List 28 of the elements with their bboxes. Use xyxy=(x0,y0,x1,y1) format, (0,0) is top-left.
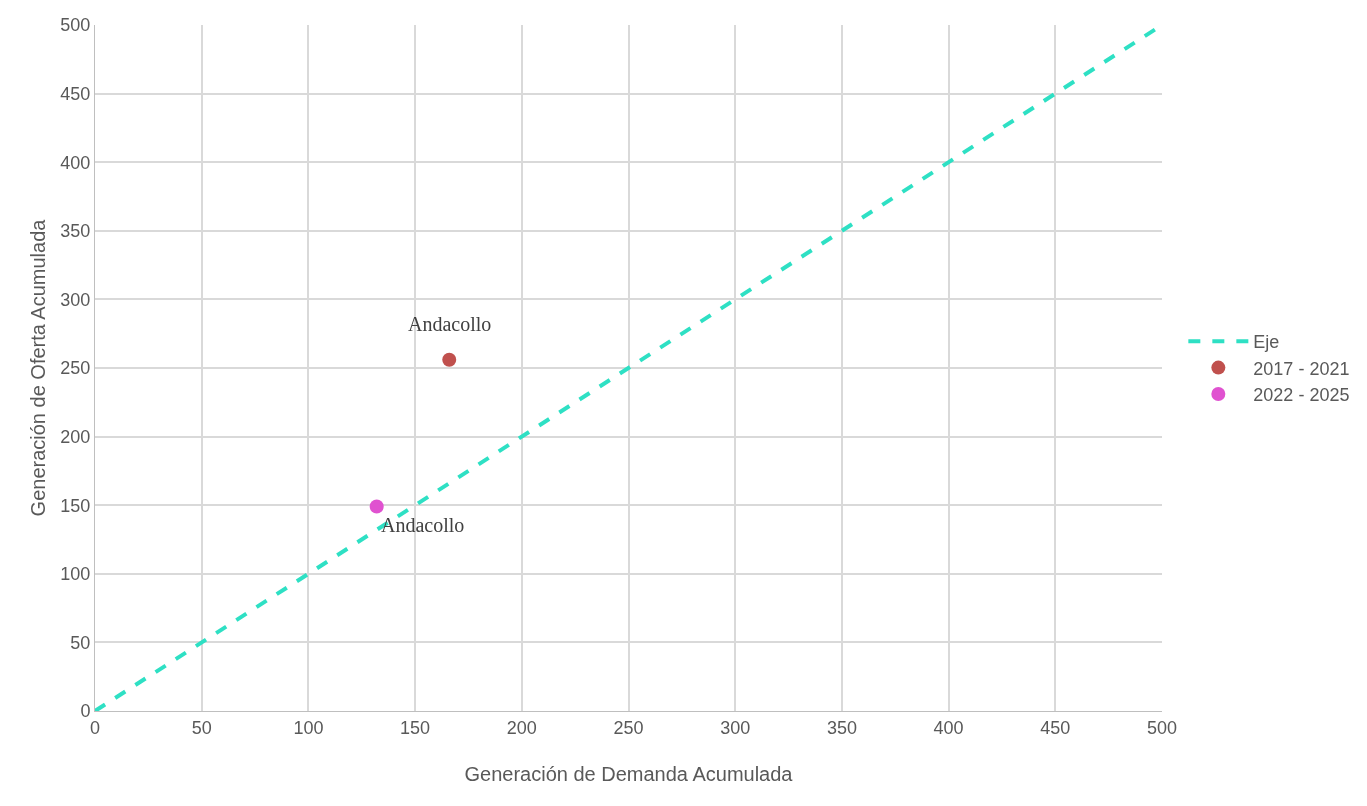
x-tick-label: 250 xyxy=(613,717,644,738)
y-tick-label: 0 xyxy=(80,701,91,722)
y-tick-label: 300 xyxy=(60,289,91,310)
y-tick-label: 400 xyxy=(60,152,91,173)
y-axis-title: Generación de Oferta Acumulada xyxy=(27,218,49,517)
legend-label: Eje xyxy=(1253,332,1280,353)
y-tick-label: 100 xyxy=(60,564,91,585)
x-tick-label: 450 xyxy=(1040,717,1071,738)
y-tick-label: 250 xyxy=(60,358,91,379)
y-tick-label: 500 xyxy=(60,15,91,36)
x-tick-label: 300 xyxy=(720,717,751,738)
y-tick-label: 150 xyxy=(60,495,91,516)
y-tick-label: 50 xyxy=(70,632,91,653)
y-tick-label: 200 xyxy=(60,426,91,447)
x-tick-label: 100 xyxy=(293,717,324,738)
y-tick-label: 450 xyxy=(60,83,91,104)
x-tick-label: 150 xyxy=(400,717,431,738)
x-tick-label: 400 xyxy=(933,717,964,738)
legend-label: 2017 - 2021 xyxy=(1253,358,1350,379)
x-tick-label: 200 xyxy=(506,717,537,738)
legend-label: 2022 - 2025 xyxy=(1253,385,1350,406)
y-tick-label: 350 xyxy=(60,221,91,242)
annotation: Andacollo xyxy=(381,514,465,536)
annotation: Andacollo xyxy=(408,313,492,335)
x-axis-title: Generación de Demanda Acumulada xyxy=(464,763,794,785)
x-tick-label: 50 xyxy=(191,717,212,738)
x-tick-label: 350 xyxy=(826,717,857,738)
x-tick-label: 500 xyxy=(1146,717,1178,738)
